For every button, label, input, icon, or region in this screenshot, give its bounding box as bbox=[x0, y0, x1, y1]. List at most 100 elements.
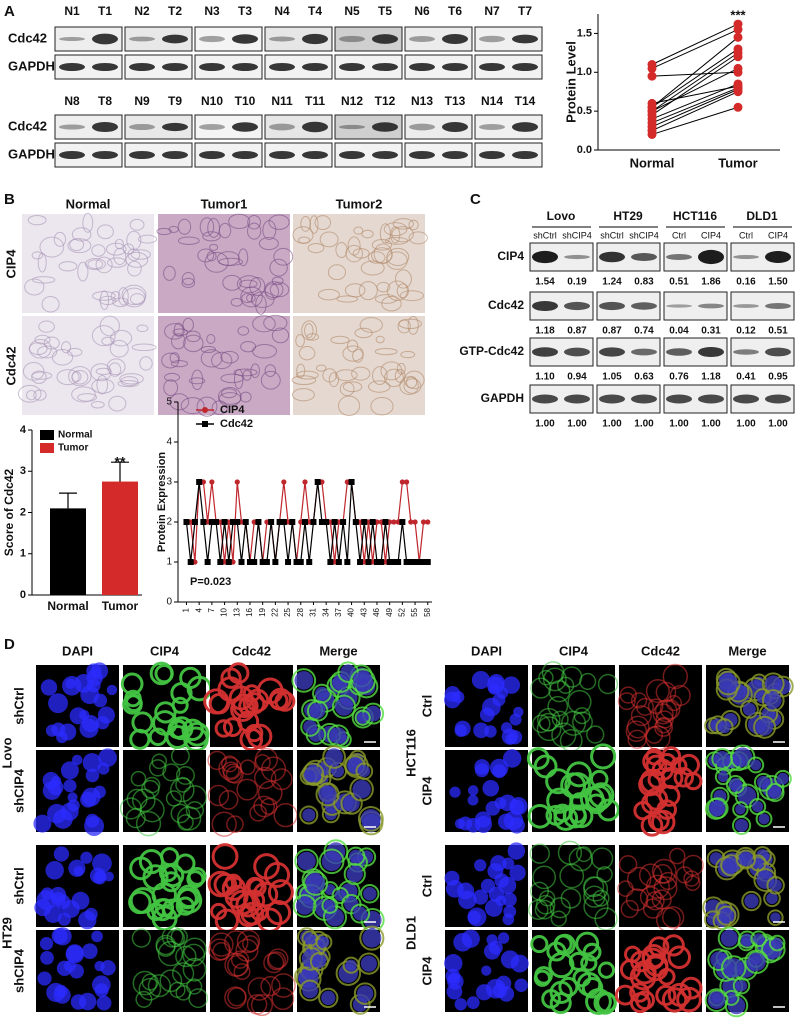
histology-texture bbox=[31, 251, 44, 260]
histology-texture bbox=[359, 317, 383, 333]
y-tick-label: 0 bbox=[20, 589, 26, 601]
cell bbox=[93, 785, 106, 799]
cell bbox=[642, 955, 669, 982]
cell bbox=[355, 762, 374, 781]
cell bbox=[171, 962, 195, 985]
cell bbox=[590, 743, 617, 770]
blot-band bbox=[698, 394, 724, 404]
pair-line bbox=[651, 87, 739, 124]
x-tick-label: 19 bbox=[258, 607, 267, 616]
histology-texture bbox=[211, 351, 233, 370]
histology-texture bbox=[337, 395, 361, 417]
cell bbox=[45, 861, 64, 880]
cell bbox=[344, 896, 359, 912]
histology-texture bbox=[353, 226, 364, 235]
blot-band bbox=[698, 249, 724, 265]
cell bbox=[267, 879, 294, 906]
cell bbox=[586, 725, 605, 744]
histology-texture bbox=[196, 396, 218, 417]
data-point bbox=[420, 519, 427, 525]
cell bbox=[530, 934, 549, 954]
data-point bbox=[314, 479, 321, 485]
cell bbox=[645, 874, 670, 899]
data-point bbox=[255, 519, 262, 525]
cell bbox=[567, 689, 592, 714]
blot-band bbox=[564, 301, 590, 311]
cell bbox=[583, 893, 609, 920]
histology-texture bbox=[322, 368, 337, 383]
quantification: 1.18 bbox=[701, 372, 721, 383]
cell bbox=[65, 945, 84, 964]
data-point bbox=[647, 129, 657, 139]
cell bbox=[80, 685, 100, 705]
histology-texture bbox=[269, 282, 290, 298]
cell bbox=[330, 727, 347, 744]
cell bbox=[97, 706, 115, 724]
data-point bbox=[412, 519, 418, 525]
data-point bbox=[352, 519, 359, 525]
cell bbox=[175, 776, 191, 793]
data-point bbox=[425, 519, 431, 525]
histology-texture bbox=[58, 261, 78, 272]
histology-texture bbox=[372, 366, 388, 386]
data-point bbox=[200, 519, 207, 525]
cell bbox=[165, 790, 183, 807]
histology-texture bbox=[367, 251, 386, 264]
cell bbox=[357, 805, 384, 832]
histology-texture bbox=[407, 315, 419, 335]
quantification: 1.00 bbox=[535, 419, 555, 430]
data-point bbox=[420, 559, 427, 565]
blot-row-label: Cdc42 bbox=[488, 298, 524, 312]
data-point bbox=[297, 559, 304, 565]
cell bbox=[268, 690, 289, 711]
cell bbox=[549, 980, 573, 1004]
cell bbox=[626, 715, 650, 739]
pair-line bbox=[651, 48, 739, 108]
cell bbox=[170, 927, 188, 946]
blot-band bbox=[302, 151, 328, 159]
cell bbox=[247, 977, 272, 1001]
cell bbox=[211, 843, 239, 870]
blot-band bbox=[733, 255, 759, 259]
bar bbox=[102, 481, 138, 595]
histology-texture bbox=[307, 243, 325, 254]
cell bbox=[318, 785, 337, 804]
cell bbox=[39, 937, 54, 951]
condition-label: CIP4 bbox=[419, 956, 434, 986]
quantification: 1.50 bbox=[768, 277, 788, 288]
cell bbox=[221, 876, 247, 901]
blot-band bbox=[162, 151, 188, 159]
cell bbox=[131, 788, 156, 813]
cell bbox=[236, 929, 261, 954]
blot-band bbox=[59, 124, 85, 130]
y-tick-label: 1 bbox=[166, 557, 172, 568]
cell bbox=[534, 966, 553, 985]
histology-texture bbox=[380, 361, 403, 381]
cell bbox=[321, 896, 339, 914]
cell bbox=[170, 777, 195, 803]
cell bbox=[765, 783, 785, 803]
data-point bbox=[306, 559, 313, 565]
cell bbox=[752, 801, 764, 813]
histology-texture bbox=[68, 366, 92, 387]
cell bbox=[358, 765, 371, 778]
histology-texture bbox=[291, 388, 315, 402]
legend-label: Cdc42 bbox=[220, 418, 253, 430]
histology-texture bbox=[220, 350, 239, 364]
histology-texture bbox=[31, 370, 47, 384]
cell bbox=[295, 897, 314, 915]
quantification: 1.00 bbox=[669, 419, 689, 430]
blot-band bbox=[92, 63, 118, 71]
cell bbox=[738, 852, 753, 867]
histology-texture bbox=[386, 247, 410, 267]
cell bbox=[454, 720, 471, 737]
cell bbox=[756, 718, 774, 736]
cell bbox=[715, 670, 741, 696]
data-point bbox=[424, 559, 431, 565]
cell bbox=[667, 945, 692, 970]
cell bbox=[151, 753, 168, 770]
cell bbox=[207, 750, 227, 771]
cell bbox=[135, 811, 162, 837]
histology-texture bbox=[202, 231, 221, 242]
cell bbox=[225, 765, 244, 784]
